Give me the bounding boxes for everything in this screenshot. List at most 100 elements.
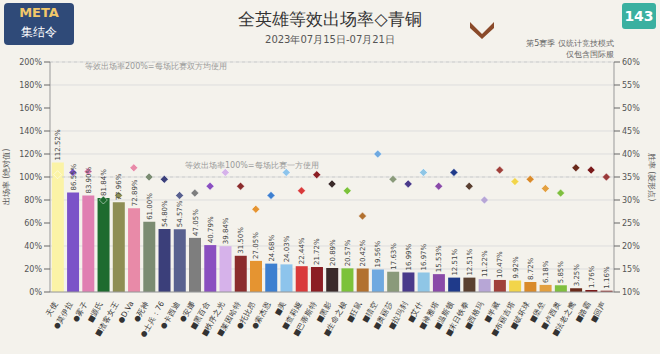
svg-text:■源氏: ■源氏 xyxy=(85,299,106,324)
svg-text:20.89%: 20.89% xyxy=(329,239,337,266)
svg-text:16.97%: 16.97% xyxy=(420,243,428,270)
svg-text:19.56%: 19.56% xyxy=(374,240,382,267)
svg-text:■拉玛刹: ■拉玛刹 xyxy=(387,300,410,331)
svg-text:●索杰恩: ●索杰恩 xyxy=(250,300,273,331)
svg-text:6.18%: 6.18% xyxy=(542,260,550,283)
svg-text:35%: 35% xyxy=(622,173,640,182)
svg-text:180%: 180% xyxy=(19,81,42,90)
svg-text:■秩序之光: ■秩序之光 xyxy=(199,299,227,338)
svg-text:■猎空: ■猎空 xyxy=(360,299,380,324)
svg-text:等效出场率200%=每场比赛双方均使用: 等效出场率200%=每场比赛双方均使用 xyxy=(85,62,227,71)
svg-text:出场率 (绝对值): 出场率 (绝对值) xyxy=(2,149,11,206)
svg-text:■温斯顿: ■温斯顿 xyxy=(432,299,456,331)
svg-text:■巴蒂斯特: ■巴蒂斯特 xyxy=(291,299,319,338)
svg-text:12.51%: 12.51% xyxy=(451,249,459,276)
svg-text:15%: 15% xyxy=(622,265,640,274)
svg-text:■狂鼠: ■狂鼠 xyxy=(344,299,365,324)
svg-text:■查莉娅: ■查莉娅 xyxy=(279,299,304,331)
svg-text:1.16%: 1.16% xyxy=(603,266,611,289)
svg-text:●托比昂: ●托比昂 xyxy=(234,299,258,331)
svg-text:30%: 30% xyxy=(622,196,640,205)
svg-text:45%: 45% xyxy=(622,127,640,136)
svg-text:61.00%: 61.00% xyxy=(146,193,154,220)
svg-text:■半藏: ■半藏 xyxy=(482,299,502,324)
svg-text:22.44%: 22.44% xyxy=(298,237,306,264)
svg-text:24.68%: 24.68% xyxy=(268,235,276,262)
svg-text:140%: 140% xyxy=(19,127,42,136)
svg-text:■路霸: ■路霸 xyxy=(573,299,593,324)
svg-text:■回声: ■回声 xyxy=(589,300,608,324)
svg-text:■渣客女王: ■渣客女王 xyxy=(93,299,121,338)
svg-text:20.42%: 20.42% xyxy=(359,239,367,266)
svg-text:15.53%: 15.53% xyxy=(435,245,443,272)
svg-text:160%: 160% xyxy=(19,104,42,113)
svg-text:●士兵：76: ●士兵：76 xyxy=(138,299,167,339)
svg-text:天使: 天使 xyxy=(43,299,60,318)
svg-text:12.51%: 12.51% xyxy=(466,249,474,276)
svg-text:81.84%: 81.84% xyxy=(100,169,108,196)
svg-text:■艾什: ■艾什 xyxy=(405,299,426,324)
svg-text:8.72%: 8.72% xyxy=(527,257,535,280)
svg-text:47.05%: 47.05% xyxy=(192,209,200,236)
html-text:全英雄等效出场率◇青铜: 全英雄等效出场率◇青铜 xyxy=(238,9,422,29)
svg-text:■堡垒: ■堡垒 xyxy=(527,299,548,324)
svg-text:■西格玛: ■西格玛 xyxy=(463,300,486,331)
svg-text:60%: 60% xyxy=(622,58,640,67)
svg-text:0%: 0% xyxy=(29,288,42,297)
svg-text:●D.Va: ●D.Va xyxy=(116,300,136,325)
svg-text:200%: 200% xyxy=(19,58,42,67)
svg-text:120%: 120% xyxy=(19,150,42,159)
svg-text:■破坏球: ■破坏球 xyxy=(509,300,532,331)
svg-text:1.76%: 1.76% xyxy=(588,265,596,288)
svg-text:72.89%: 72.89% xyxy=(131,179,139,206)
svg-text:●安娜: ●安娜 xyxy=(177,299,197,324)
svg-text:9.92%: 9.92% xyxy=(512,256,520,279)
svg-text:胜率 (菱形点): 胜率 (菱形点) xyxy=(647,153,656,202)
svg-text:■莱因哈特: ■莱因哈特 xyxy=(214,299,243,338)
svg-text:21.72%: 21.72% xyxy=(313,238,321,265)
svg-text:54.80%: 54.80% xyxy=(161,200,169,227)
svg-text:3.25%: 3.25% xyxy=(573,264,581,287)
svg-text:等效出场率100%=每场比赛一方使用: 等效出场率100%=每场比赛一方使用 xyxy=(185,161,319,170)
svg-text:16.99%: 16.99% xyxy=(405,243,413,270)
svg-text:27.05%: 27.05% xyxy=(252,232,260,259)
svg-text:60%: 60% xyxy=(24,219,42,228)
svg-text:■法老之鹰: ■法老之鹰 xyxy=(550,299,578,338)
svg-text:100%: 100% xyxy=(19,173,42,182)
svg-text:●雾子: ●雾子 xyxy=(70,299,90,324)
svg-text:●卡西迪: ●卡西迪 xyxy=(158,300,181,331)
svg-text:■奥丽莎: ■奥丽莎 xyxy=(371,299,395,331)
svg-text:20%: 20% xyxy=(24,265,42,274)
svg-text:■末日铁拳: ■末日铁拳 xyxy=(443,299,471,338)
svg-text:●莫伊拉: ●莫伊拉 xyxy=(52,300,75,331)
svg-text:20.57%: 20.57% xyxy=(344,239,352,266)
svg-text:5.85%: 5.85% xyxy=(557,261,565,284)
svg-text:10.47%: 10.47% xyxy=(496,251,504,278)
svg-text:55%: 55% xyxy=(622,81,640,90)
svg-text:31.50%: 31.50% xyxy=(237,227,245,254)
svg-text:■卢西奥: ■卢西奥 xyxy=(539,299,563,331)
svg-text:■布丽吉塔: ■布丽吉塔 xyxy=(489,299,517,338)
svg-text:■禅雅塔: ■禅雅塔 xyxy=(417,299,441,331)
svg-text:■黑百合: ■黑百合 xyxy=(188,299,212,331)
svg-text:10%: 10% xyxy=(622,288,640,297)
svg-text:39.84%: 39.84% xyxy=(222,217,230,244)
svg-text:112.52%: 112.52% xyxy=(54,129,62,160)
svg-text:40.79%: 40.79% xyxy=(207,216,215,243)
svg-text:83.90%: 83.90% xyxy=(85,166,93,193)
svg-text:■黑影: ■黑影 xyxy=(314,299,334,324)
svg-text:25%: 25% xyxy=(622,219,640,228)
svg-text:24.03%: 24.03% xyxy=(283,235,291,262)
svg-text:■生命之梭: ■生命之梭 xyxy=(321,299,349,338)
svg-text:40%: 40% xyxy=(622,150,640,159)
svg-text:20%: 20% xyxy=(622,242,640,251)
svg-text:80%: 80% xyxy=(24,196,42,205)
svg-text:17.63%: 17.63% xyxy=(390,243,398,270)
svg-text:●死神: ●死神 xyxy=(131,299,151,324)
svg-text:40%: 40% xyxy=(24,242,42,251)
svg-text:54.57%: 54.57% xyxy=(176,200,184,227)
svg-text:77.96%: 77.96% xyxy=(115,173,123,200)
svg-text:50%: 50% xyxy=(622,104,640,113)
svg-text:86.55%: 86.55% xyxy=(70,163,78,190)
svg-text:11.22%: 11.22% xyxy=(481,250,489,277)
